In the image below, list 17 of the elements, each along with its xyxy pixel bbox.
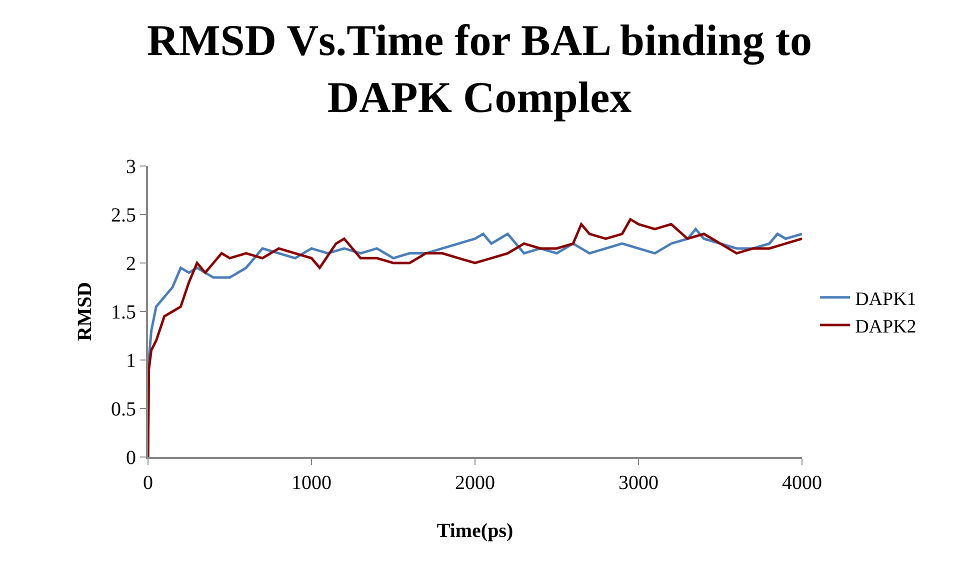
y-tick-label: 2.5 [111, 204, 136, 226]
legend-label: DAPK2 [855, 316, 916, 338]
y-tick-label: 1.5 [111, 302, 136, 324]
y-tick-label: 0 [126, 447, 136, 469]
y-tick-label: 0.5 [111, 398, 136, 420]
y-tick-label: 2 [126, 253, 136, 275]
x-tick-label: 3000 [618, 472, 658, 494]
x-tick-label: 0 [143, 472, 153, 494]
y-tick-label: 3 [126, 156, 136, 178]
chart-title: RMSD Vs.Time for BAL binding to DAPK Complex [146, 16, 812, 122]
x-tick-label: 2000 [455, 472, 495, 494]
x-axis-title: Time(ps) [436, 520, 514, 542]
x-tick-label: 1000 [292, 472, 332, 494]
y-axis-title: RMSD [74, 282, 96, 341]
y-tick-label: 1 [126, 350, 136, 372]
x-tick-label: 4000 [782, 472, 822, 494]
legend-label: DAPK1 [855, 288, 916, 310]
